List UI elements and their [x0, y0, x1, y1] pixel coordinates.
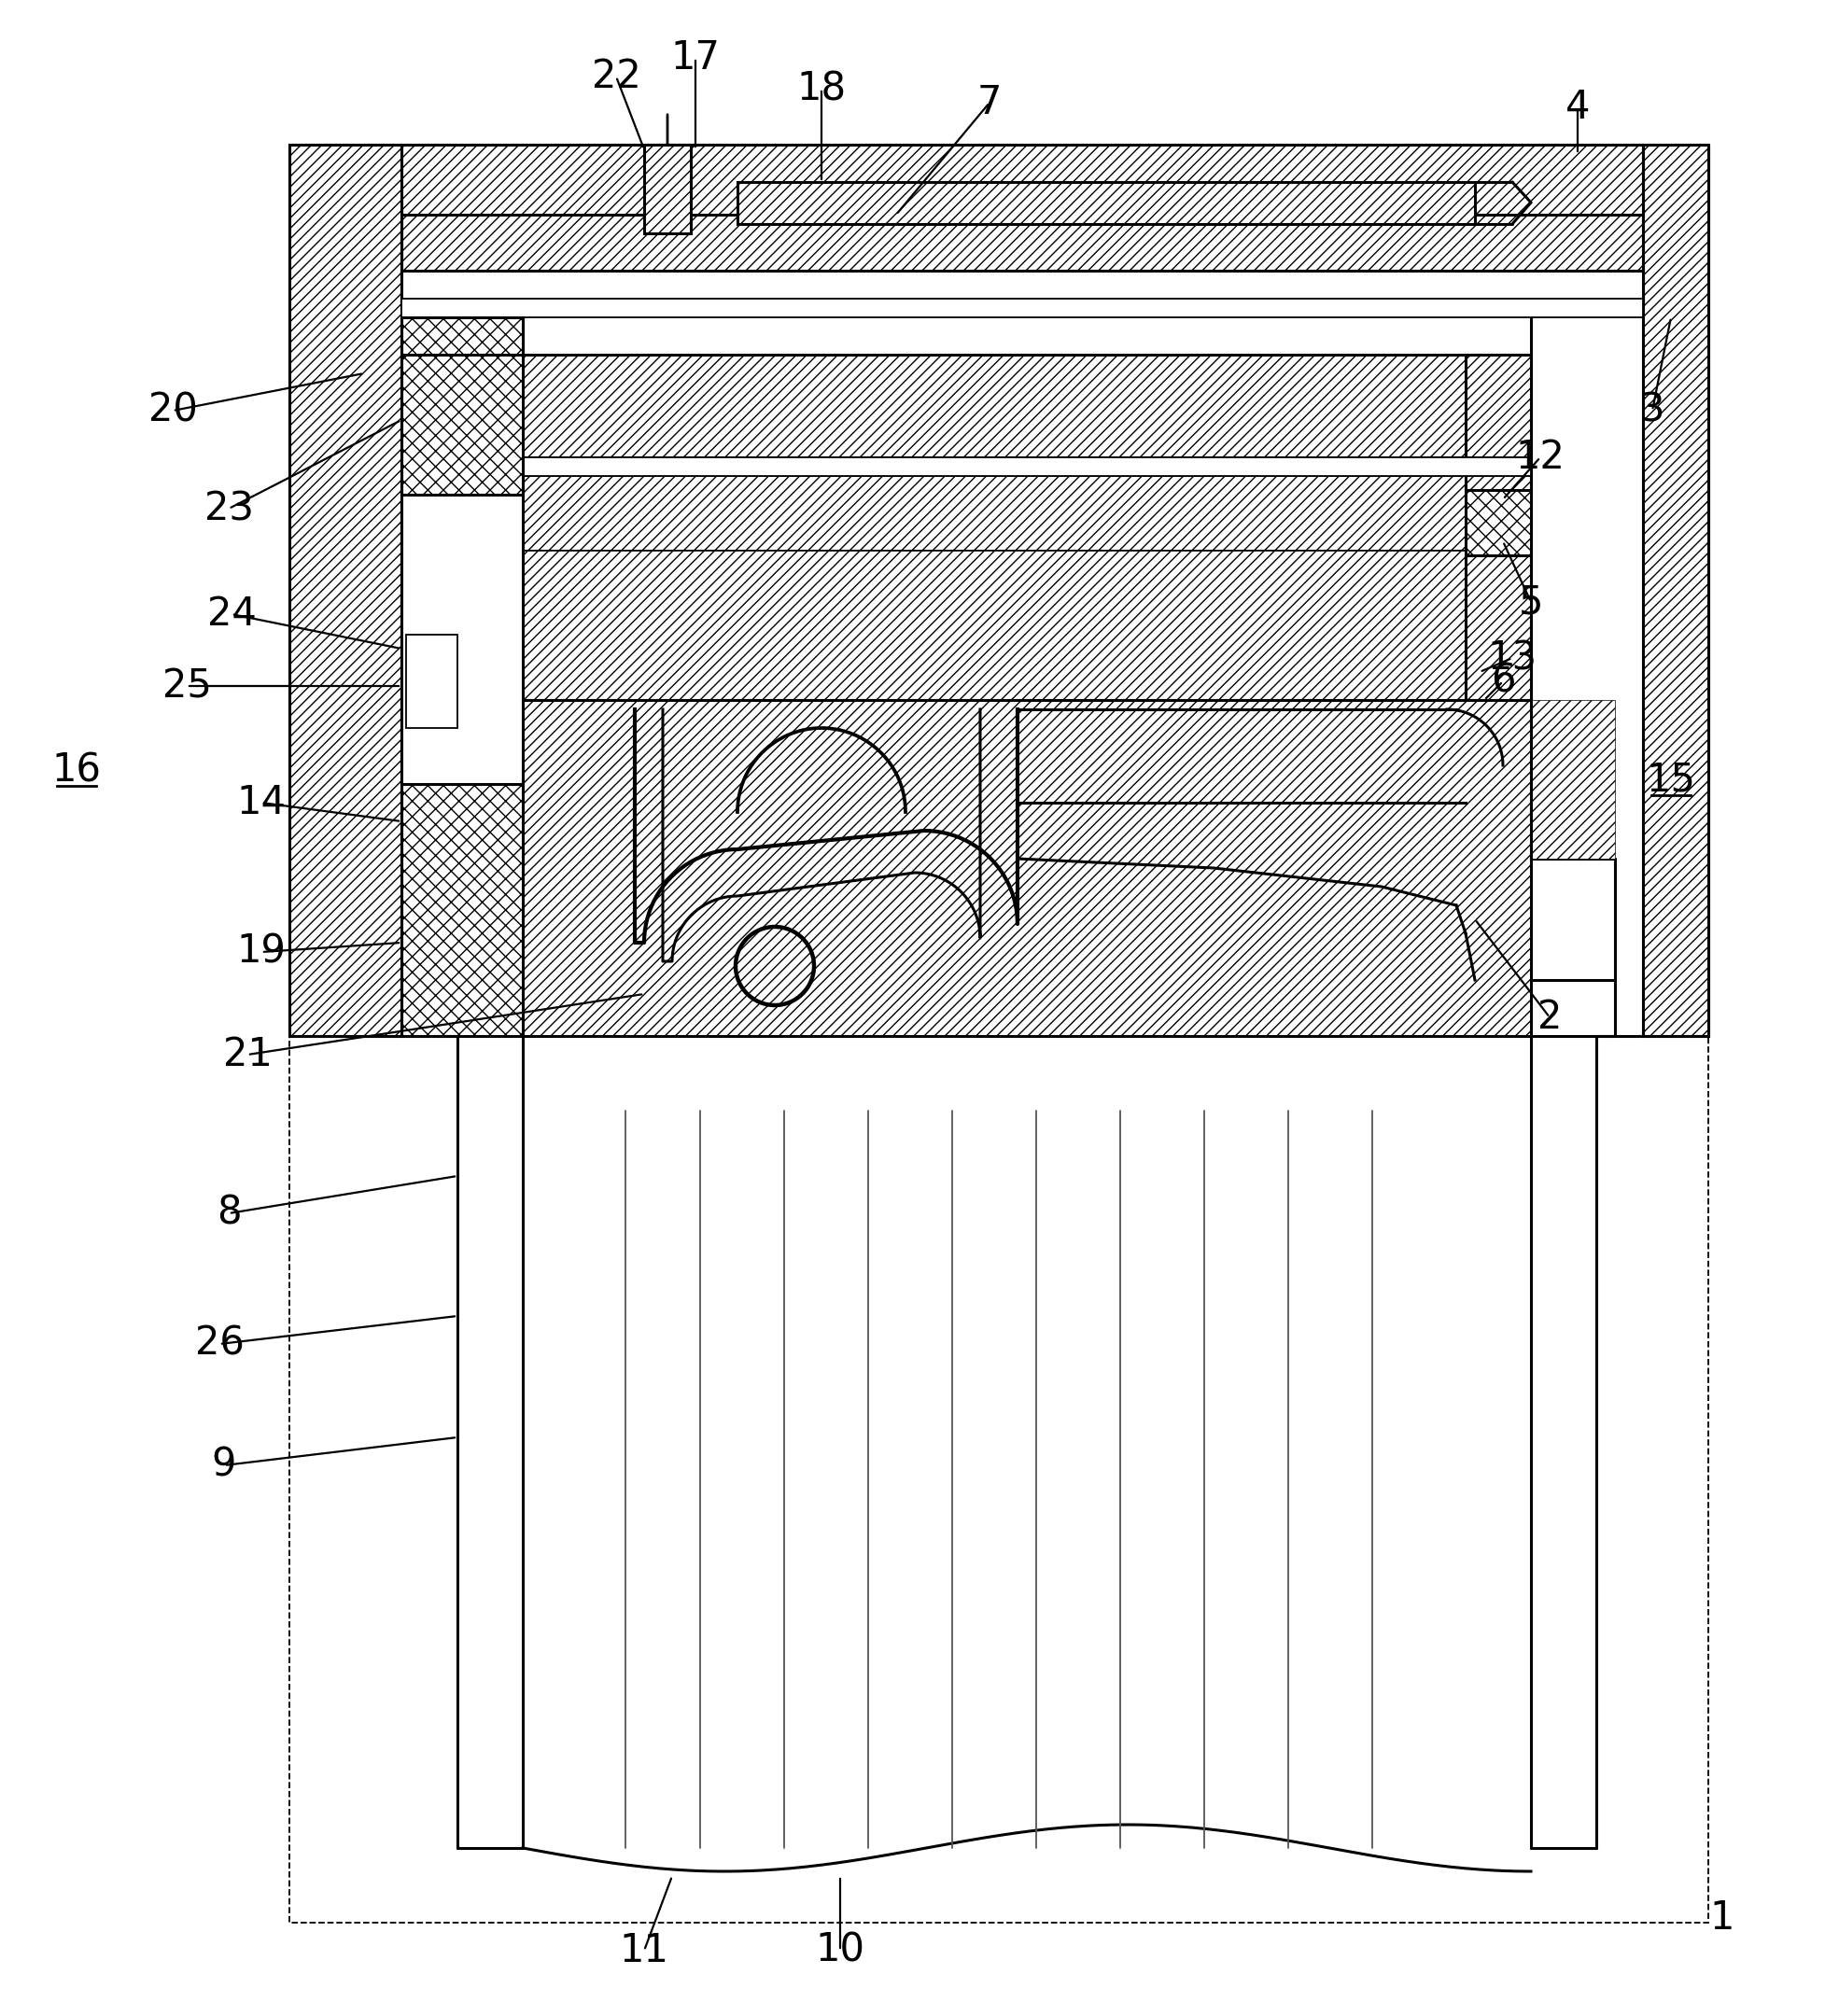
- Text: 23: 23: [204, 490, 254, 528]
- Text: 8: 8: [217, 1193, 241, 1234]
- Polygon shape: [522, 700, 1530, 1036]
- Text: 11: 11: [620, 1931, 669, 1970]
- Text: 18: 18: [796, 69, 846, 109]
- Bar: [401, 317, 522, 494]
- Polygon shape: [401, 145, 1642, 302]
- Bar: [401, 270, 1642, 302]
- Text: 12: 12: [1515, 437, 1565, 478]
- Text: 24: 24: [206, 595, 256, 633]
- Text: 1: 1: [1710, 1899, 1734, 1937]
- Text: 20: 20: [147, 391, 197, 429]
- Bar: [406, 635, 458, 728]
- Polygon shape: [289, 145, 401, 1036]
- Text: 19: 19: [237, 931, 287, 972]
- Polygon shape: [1642, 145, 1708, 1036]
- Text: 10: 10: [815, 1931, 864, 1970]
- Polygon shape: [644, 145, 691, 234]
- Text: 5: 5: [1519, 583, 1543, 621]
- Bar: [401, 784, 522, 1036]
- Text: 14: 14: [237, 782, 287, 823]
- Bar: [401, 494, 522, 784]
- Polygon shape: [522, 355, 1530, 458]
- Text: 3: 3: [1640, 391, 1664, 429]
- Text: 7: 7: [977, 83, 1002, 123]
- Text: 6: 6: [1491, 661, 1515, 702]
- Bar: [401, 298, 1642, 317]
- Text: 4: 4: [1565, 89, 1591, 127]
- Text: 9: 9: [211, 1445, 237, 1486]
- Bar: [644, 145, 691, 234]
- Text: 25: 25: [162, 667, 211, 706]
- Polygon shape: [1466, 490, 1530, 554]
- Text: 17: 17: [671, 38, 721, 77]
- Text: 16: 16: [51, 750, 101, 790]
- Text: 2: 2: [1537, 998, 1561, 1036]
- Bar: [737, 181, 1475, 224]
- Bar: [289, 1036, 1708, 1923]
- Polygon shape: [737, 181, 1475, 224]
- Text: 13: 13: [1488, 639, 1537, 677]
- Polygon shape: [401, 784, 522, 1036]
- Bar: [522, 458, 1530, 476]
- Polygon shape: [401, 214, 1642, 270]
- Text: 26: 26: [195, 1325, 245, 1363]
- Text: 22: 22: [592, 56, 640, 97]
- Polygon shape: [522, 476, 1530, 550]
- Text: 15: 15: [1646, 760, 1696, 798]
- Bar: [1466, 490, 1530, 554]
- Text: 21: 21: [223, 1034, 272, 1075]
- Polygon shape: [1530, 700, 1615, 859]
- Polygon shape: [401, 317, 522, 494]
- Polygon shape: [522, 550, 1530, 700]
